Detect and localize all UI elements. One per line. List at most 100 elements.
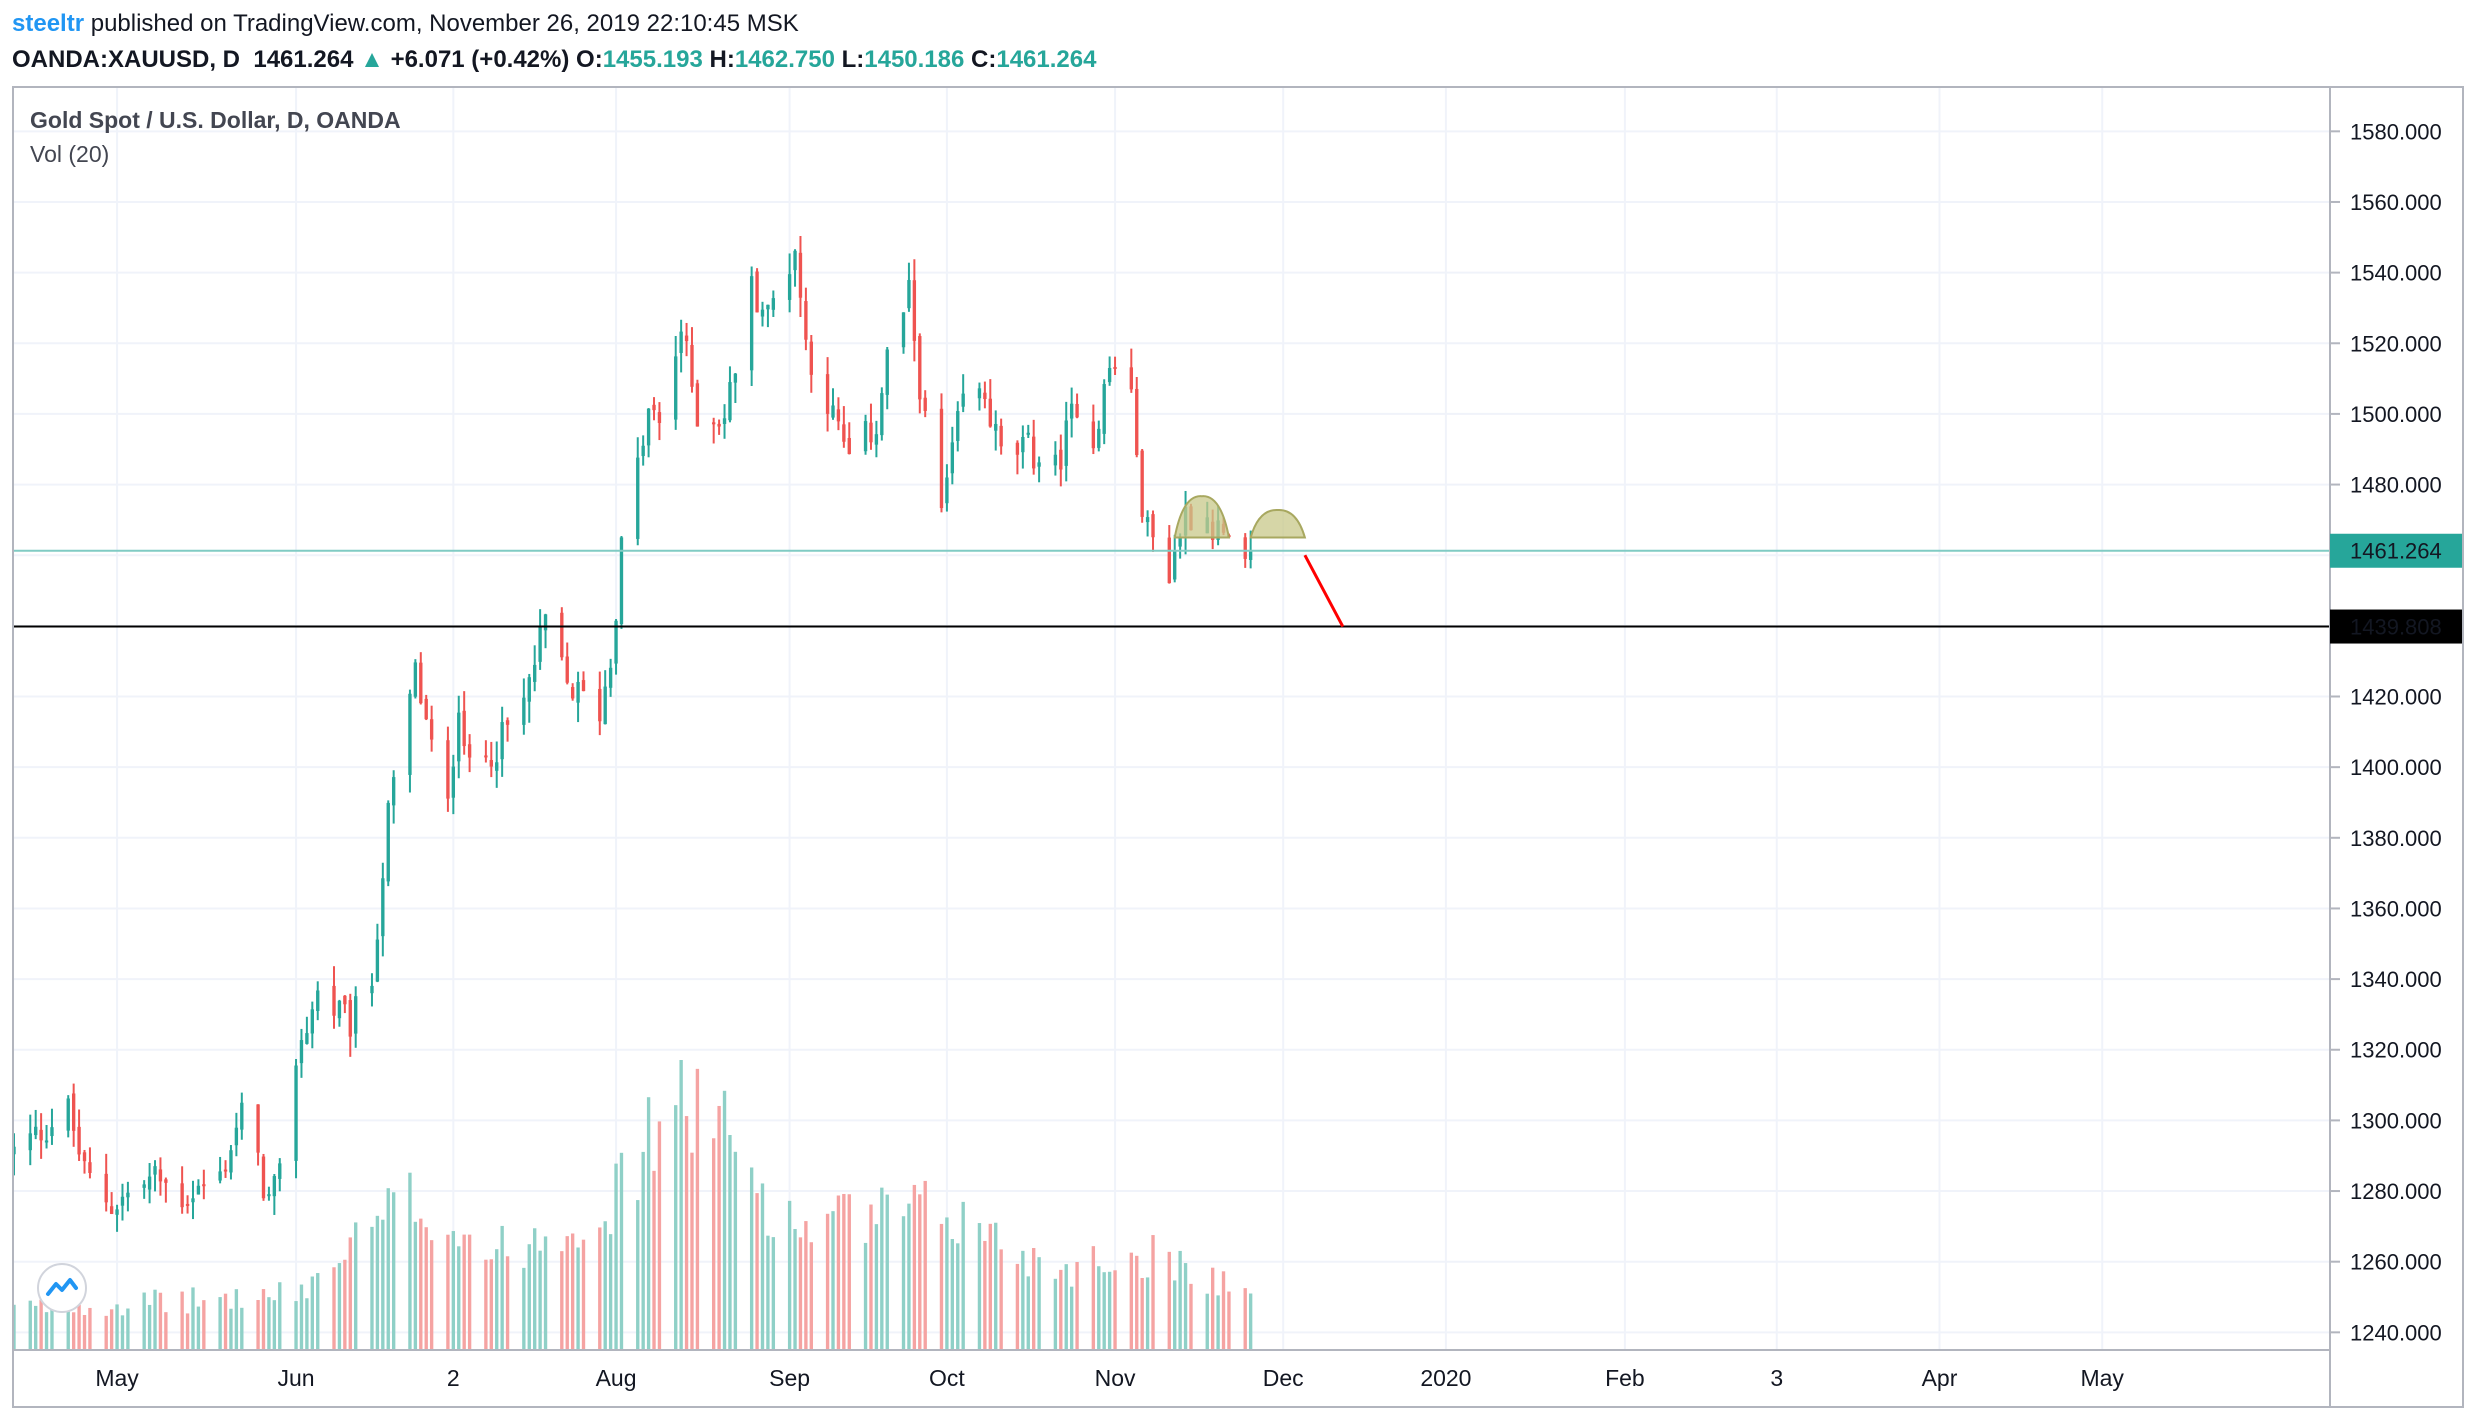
volume-bar <box>543 1236 548 1350</box>
volume-bar <box>82 1314 87 1350</box>
volume-bar <box>836 1195 841 1350</box>
volume-bar <box>115 1304 119 1350</box>
volume-bar <box>240 1307 244 1350</box>
candle-body <box>1243 537 1247 559</box>
volume-bar <box>918 1194 922 1350</box>
candle-body <box>1107 367 1112 383</box>
last-price-tag <box>2330 533 2462 568</box>
volume-bar <box>310 1276 314 1350</box>
candle-body <box>272 1176 277 1197</box>
volume-bar <box>1037 1257 1041 1350</box>
candle-body <box>1151 514 1155 538</box>
volume-bar <box>1102 1272 1106 1350</box>
candle-body <box>885 349 889 395</box>
candle-body <box>1091 421 1096 449</box>
volume-bar <box>999 1249 1003 1350</box>
volume-bar <box>657 1121 662 1350</box>
candle-body <box>467 744 472 758</box>
candle-body <box>495 762 499 771</box>
volume-bar <box>1059 1269 1063 1350</box>
candle-body <box>256 1104 260 1153</box>
candle-body <box>961 393 965 407</box>
candle-body <box>950 442 955 474</box>
time-tick-label: 3 <box>1770 1365 1783 1391</box>
volume-bar <box>153 1289 157 1350</box>
time-tick-label: Dec <box>1263 1365 1304 1391</box>
candle-body <box>560 612 564 658</box>
volume-bar <box>44 1312 49 1350</box>
volume-bar <box>1227 1291 1231 1350</box>
candle-body <box>1097 428 1101 448</box>
volume-bar <box>294 1301 298 1350</box>
candle-body <box>310 1009 314 1034</box>
volume-bar <box>66 1309 70 1350</box>
high-label: H: <box>709 46 735 73</box>
candle-body <box>603 686 607 725</box>
candle-body <box>370 985 374 994</box>
volume-bar <box>126 1308 130 1350</box>
price-tick-label: 1480.000 <box>2350 473 2442 498</box>
candle-body <box>109 1206 114 1214</box>
volume-bar <box>1107 1271 1112 1350</box>
candle-body <box>180 1183 184 1208</box>
price-tick-label: 1240.000 <box>2350 1320 2442 1345</box>
volume-bar <box>109 1309 114 1350</box>
volume-bar <box>901 1216 906 1350</box>
volume-bar <box>538 1250 542 1350</box>
tradingview-logo-icon[interactable] <box>37 1263 87 1313</box>
volume-bar <box>945 1217 949 1350</box>
chart-frame[interactable]: 1580.000 1560.000 1540.000 1520.000 1500.000… <box>12 86 2464 1408</box>
candle-body <box>522 697 526 725</box>
candle-body <box>749 276 754 371</box>
candlesticks <box>14 236 1253 1232</box>
volume-bar <box>1178 1250 1182 1350</box>
pattern-arc-2 <box>1249 508 1307 539</box>
volume-bar <box>842 1193 846 1350</box>
volume-bar <box>185 1313 190 1350</box>
candle-body <box>202 1184 206 1187</box>
price-tick-label: 1260.000 <box>2350 1250 2442 1275</box>
volume-bar <box>771 1237 776 1350</box>
volume-bar <box>234 1289 239 1350</box>
volume-bar <box>619 1152 624 1350</box>
candle-body <box>1026 432 1030 435</box>
time-tick-label: 2 <box>447 1365 460 1391</box>
candle-body <box>983 392 987 400</box>
candle-body <box>505 720 510 725</box>
last-price-value: 1461.264 <box>253 46 354 73</box>
price-tick-label: 1540.000 <box>2350 261 2442 286</box>
candle-body <box>657 412 662 423</box>
candle-body <box>565 656 569 683</box>
volume-bar <box>1026 1276 1030 1350</box>
volume-bar <box>576 1247 580 1350</box>
volume-bar <box>1243 1288 1247 1350</box>
volume-bar <box>1053 1278 1058 1350</box>
candle-body <box>1032 436 1036 469</box>
time-tick-label: Oct <box>929 1365 965 1391</box>
volume-bar <box>451 1231 456 1350</box>
volume-bar <box>1032 1248 1036 1350</box>
volume-bar <box>847 1194 851 1350</box>
volume-bar <box>467 1234 472 1350</box>
volume-bar <box>690 1152 694 1350</box>
volume-bar <box>581 1239 586 1350</box>
volume-bar <box>88 1307 92 1350</box>
candle-body <box>804 301 808 340</box>
author-link[interactable]: steeltr <box>12 10 85 37</box>
volume-bar <box>354 1222 358 1350</box>
candle-body <box>337 1000 342 1019</box>
volume-bar <box>912 1184 917 1350</box>
volume-bar <box>950 1239 955 1350</box>
candle-body <box>1015 442 1020 455</box>
publish-info: published on TradingView.com, November 2… <box>84 10 799 37</box>
low-label: L: <box>841 46 865 73</box>
volume-bar <box>1064 1264 1068 1350</box>
candle-body <box>191 1198 195 1203</box>
candle-body <box>185 1203 190 1206</box>
volume-bar <box>646 1097 651 1350</box>
candle-body <box>733 373 738 383</box>
volume-bar <box>560 1251 564 1350</box>
volume-bar <box>381 1219 385 1350</box>
volume-bar <box>191 1287 195 1350</box>
price-chart[interactable]: 1580.000 1560.000 1540.000 1520.000 1500.000… <box>14 88 2462 1406</box>
